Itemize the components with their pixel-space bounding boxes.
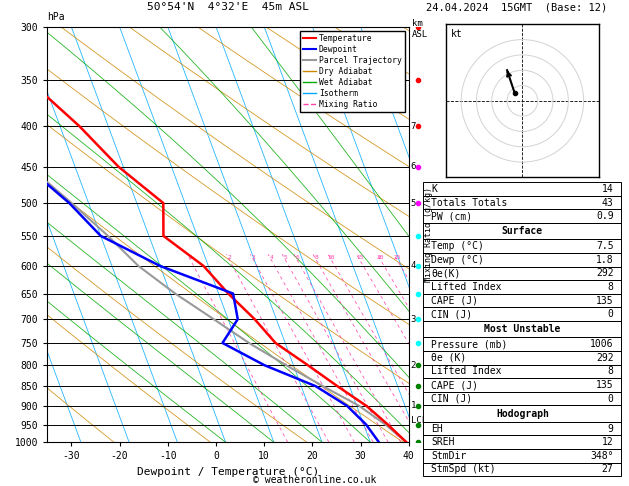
Text: 0: 0 (608, 309, 613, 319)
Bar (423, 182, 621, 196)
Text: 4: 4 (269, 255, 273, 260)
Text: 7.5: 7.5 (596, 241, 613, 251)
Text: 6: 6 (296, 255, 299, 260)
Text: 9: 9 (608, 424, 613, 434)
Text: 1: 1 (189, 255, 192, 260)
Text: 20: 20 (377, 255, 384, 260)
Text: 4: 4 (411, 261, 416, 270)
Text: θe (K): θe (K) (431, 353, 467, 363)
Text: CIN (J): CIN (J) (431, 394, 472, 404)
Bar (423, 308, 621, 321)
Bar (423, 364, 621, 378)
Text: EH: EH (431, 424, 443, 434)
Text: Lifted Index: Lifted Index (431, 366, 502, 377)
Bar (423, 449, 621, 463)
Text: 5: 5 (411, 199, 416, 208)
Text: 0.9: 0.9 (596, 211, 613, 221)
Text: 24.04.2024  15GMT  (Base: 12): 24.04.2024 15GMT (Base: 12) (426, 2, 608, 12)
Bar (423, 321, 621, 337)
Text: Hodograph: Hodograph (496, 409, 549, 418)
Text: 43: 43 (602, 198, 613, 208)
Text: 5: 5 (284, 255, 287, 260)
Text: SREH: SREH (431, 437, 455, 447)
Text: 15: 15 (356, 255, 364, 260)
Text: 2: 2 (411, 361, 416, 370)
Text: hPa: hPa (47, 12, 65, 22)
Text: 0: 0 (608, 394, 613, 404)
Text: 292: 292 (596, 353, 613, 363)
Text: 10: 10 (328, 255, 335, 260)
Text: Totals Totals: Totals Totals (431, 198, 508, 208)
Text: CIN (J): CIN (J) (431, 309, 472, 319)
Text: K: K (431, 184, 437, 194)
Text: 135: 135 (596, 380, 613, 390)
Text: kt: kt (450, 29, 462, 39)
Text: CAPE (J): CAPE (J) (431, 295, 478, 306)
Bar (423, 240, 621, 253)
Text: 8: 8 (314, 255, 318, 260)
Bar (423, 280, 621, 294)
Bar (423, 378, 621, 392)
Text: Dewp (°C): Dewp (°C) (431, 255, 484, 265)
Text: 8: 8 (608, 282, 613, 292)
Bar (423, 351, 621, 364)
Text: 6: 6 (411, 162, 416, 171)
Text: Lifted Index: Lifted Index (431, 282, 502, 292)
Text: 3: 3 (252, 255, 255, 260)
Text: Temp (°C): Temp (°C) (431, 241, 484, 251)
Text: 348°: 348° (590, 451, 613, 461)
Text: 27: 27 (602, 465, 613, 474)
Text: 2: 2 (228, 255, 231, 260)
Bar (423, 196, 621, 209)
Bar (423, 253, 621, 267)
Text: 3: 3 (411, 314, 416, 324)
Text: 25: 25 (393, 255, 401, 260)
X-axis label: Dewpoint / Temperature (°C): Dewpoint / Temperature (°C) (137, 467, 319, 477)
Text: LCL: LCL (411, 417, 427, 425)
Bar (423, 267, 621, 280)
Text: 8: 8 (608, 366, 613, 377)
Text: Surface: Surface (502, 226, 543, 236)
Text: 14: 14 (602, 184, 613, 194)
Text: 1006: 1006 (590, 339, 613, 349)
Text: StmDir: StmDir (431, 451, 467, 461)
Text: 1: 1 (411, 401, 416, 410)
Bar (423, 209, 621, 223)
Bar (423, 294, 621, 308)
Bar (423, 337, 621, 351)
Text: PW (cm): PW (cm) (431, 211, 472, 221)
Text: 12: 12 (602, 437, 613, 447)
Text: 7: 7 (411, 122, 416, 131)
Text: 1.8: 1.8 (596, 255, 613, 265)
Bar (423, 392, 621, 405)
Text: θe(K): θe(K) (431, 268, 460, 278)
Bar (423, 435, 621, 449)
Text: © weatheronline.co.uk: © weatheronline.co.uk (253, 475, 376, 485)
Text: km
ASL: km ASL (412, 19, 428, 39)
Bar (423, 405, 621, 422)
Text: 135: 135 (596, 295, 613, 306)
Bar (423, 463, 621, 476)
Text: CAPE (J): CAPE (J) (431, 380, 478, 390)
Bar (423, 422, 621, 435)
Text: Most Unstable: Most Unstable (484, 324, 560, 334)
Text: Mixing Ratio (g/kg): Mixing Ratio (g/kg) (424, 187, 433, 282)
Text: StmSpd (kt): StmSpd (kt) (431, 465, 496, 474)
Text: 292: 292 (596, 268, 613, 278)
Bar (423, 223, 621, 240)
Legend: Temperature, Dewpoint, Parcel Trajectory, Dry Adiabat, Wet Adiabat, Isotherm, Mi: Temperature, Dewpoint, Parcel Trajectory… (300, 31, 405, 112)
Text: Pressure (mb): Pressure (mb) (431, 339, 508, 349)
Text: 50°54'N  4°32'E  45m ASL: 50°54'N 4°32'E 45m ASL (147, 2, 309, 12)
